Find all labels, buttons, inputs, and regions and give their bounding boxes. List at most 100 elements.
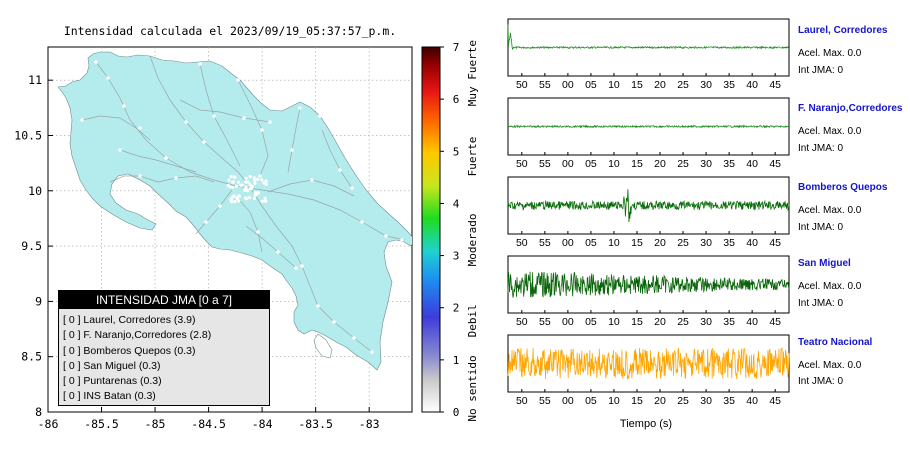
waveform-tick-label: 30 bbox=[700, 79, 712, 91]
station-dot bbox=[256, 230, 260, 234]
station-dot bbox=[236, 78, 240, 82]
station-dot bbox=[218, 204, 222, 208]
station-dot bbox=[237, 199, 241, 203]
station-dot bbox=[202, 140, 206, 144]
map-x-tick-label: -84.5 bbox=[191, 417, 226, 431]
station-dot bbox=[254, 192, 258, 196]
map-y-tick-label: 9.5 bbox=[21, 239, 42, 253]
legend-item: [ 0 ] Puntarenas (0.3) bbox=[63, 375, 162, 388]
waveform-tick-label: 35 bbox=[723, 158, 735, 170]
station-dot bbox=[268, 120, 272, 124]
colorbar-tick-label: 7 bbox=[453, 41, 460, 54]
station-dot bbox=[106, 76, 110, 80]
colorbar-label: Debil bbox=[466, 304, 479, 337]
station-dot bbox=[263, 196, 267, 200]
station-jma: Int JMA: 0 bbox=[798, 65, 844, 76]
map-y-tick-label: 11 bbox=[28, 73, 42, 87]
waveform-tick-label: 50 bbox=[516, 316, 528, 328]
waveform-tick-label: 50 bbox=[516, 395, 528, 407]
waveform-tick-label: 45 bbox=[769, 158, 781, 170]
colorbar-label: Muy Fuerte bbox=[466, 40, 479, 106]
waveform-tick-label: 00 bbox=[562, 316, 574, 328]
colorbar bbox=[421, 46, 441, 413]
station-dot bbox=[260, 128, 264, 132]
waveform-tick-label: 45 bbox=[769, 395, 781, 407]
station-name: San Miguel bbox=[798, 258, 851, 269]
waveform-tick-label: 10 bbox=[608, 395, 620, 407]
waveform-trace bbox=[507, 124, 790, 129]
waveform-panel: 50 55 00 05 10 15 20 25 30 35 40 45 bbox=[507, 255, 790, 328]
station-dot bbox=[138, 126, 142, 130]
waveform-panel: 50 55 00 05 10 15 20 25 30 35 40 45 bbox=[507, 18, 790, 91]
waveform-panels: 50 55 00 05 10 15 20 25 30 35 40 45 50 55 00 05 10 15 20 25… bbox=[507, 18, 790, 430]
station-dot bbox=[242, 116, 246, 120]
waveform-tick-label: 00 bbox=[562, 79, 574, 91]
station-jma: Int JMA: 0 bbox=[798, 298, 844, 309]
waveform-tick-label: 30 bbox=[700, 237, 712, 249]
map-y-tick-label: 10 bbox=[28, 184, 42, 198]
station-dot bbox=[256, 177, 260, 181]
station-dot bbox=[231, 195, 235, 199]
waveform-tick-label: 05 bbox=[585, 79, 597, 91]
station-dot bbox=[318, 114, 322, 118]
waveform-tick-label: 10 bbox=[608, 158, 620, 170]
waveform-x-label: Tiempo (s) bbox=[620, 418, 672, 430]
colorbar-label: Fuerte bbox=[466, 137, 479, 177]
map-x-tick-label: -84 bbox=[252, 417, 273, 431]
legend-item: [ 0 ] F. Naranjo,Corredores (2.8) bbox=[63, 329, 212, 342]
station-dot bbox=[244, 176, 248, 180]
waveform-tick-label: 50 bbox=[516, 79, 528, 91]
station-name: Teatro Nacional bbox=[798, 337, 873, 348]
station-dot bbox=[294, 266, 298, 270]
station-dot bbox=[264, 199, 268, 203]
station-jma: Int JMA: 0 bbox=[798, 143, 844, 154]
station-dot bbox=[164, 156, 168, 160]
station-dot bbox=[122, 104, 126, 108]
waveform-tick-label: 20 bbox=[654, 237, 666, 249]
waveform-trace bbox=[507, 24, 790, 51]
station-dot bbox=[248, 183, 252, 187]
waveform-tick-label: 00 bbox=[562, 237, 574, 249]
station-acel: Acel. Max. 0.0 bbox=[798, 48, 862, 59]
colorbar-tick-label: 0 bbox=[453, 406, 460, 419]
waveform-tick-label: 05 bbox=[585, 316, 597, 328]
station-dot bbox=[400, 238, 404, 242]
waveform-tick-label: 15 bbox=[631, 316, 643, 328]
waveform-tick-label: 05 bbox=[585, 395, 597, 407]
station-dot bbox=[212, 114, 216, 118]
station-dot bbox=[370, 350, 374, 354]
station-dot bbox=[260, 178, 264, 182]
station-dot bbox=[231, 185, 235, 190]
waveform-tick-label: 40 bbox=[746, 79, 758, 91]
station-dot bbox=[249, 186, 254, 190]
station-dot bbox=[226, 183, 230, 187]
station-name: Laurel, Corredores bbox=[798, 25, 888, 36]
station-dot bbox=[264, 182, 268, 186]
waveform-panel: 50 55 00 05 10 15 20 25 30 35 40 45 bbox=[507, 176, 790, 249]
waveform-tick-label: 20 bbox=[654, 79, 666, 91]
station-dot bbox=[290, 148, 294, 152]
station-dot bbox=[360, 220, 364, 224]
gulf-of-dulce bbox=[313, 333, 333, 359]
colorbar-tick-label: 3 bbox=[453, 250, 460, 263]
waveform-tick-label: 00 bbox=[562, 158, 574, 170]
map-x-tick-label: -86 bbox=[38, 417, 59, 431]
station-dot bbox=[332, 320, 336, 324]
waveform-panel: 50 55 00 05 10 15 20 25 30 35 40 45 bbox=[507, 334, 790, 407]
waveform-tick-label: 25 bbox=[677, 395, 689, 407]
station-dot bbox=[245, 180, 249, 184]
station-dot bbox=[260, 199, 264, 203]
legend-item: [ 0 ] San Miguel (0.3) bbox=[63, 359, 161, 372]
station-dot bbox=[229, 174, 233, 179]
colorbar-labels: Muy Fuerte Fuerte Moderado Debil No sentido bbox=[466, 40, 479, 422]
waveform-tick-label: 45 bbox=[769, 316, 781, 328]
station-dot bbox=[204, 220, 208, 224]
station-dot bbox=[276, 250, 280, 254]
station-dot bbox=[252, 197, 256, 201]
station-name: Bomberos Quepos bbox=[798, 182, 888, 193]
station-dot bbox=[235, 196, 239, 200]
legend-item: [ 0 ] INS Batan (0.3) bbox=[63, 390, 156, 403]
station-dot bbox=[352, 336, 356, 340]
station-dot bbox=[174, 176, 178, 180]
waveform-tick-label: 25 bbox=[677, 237, 689, 249]
